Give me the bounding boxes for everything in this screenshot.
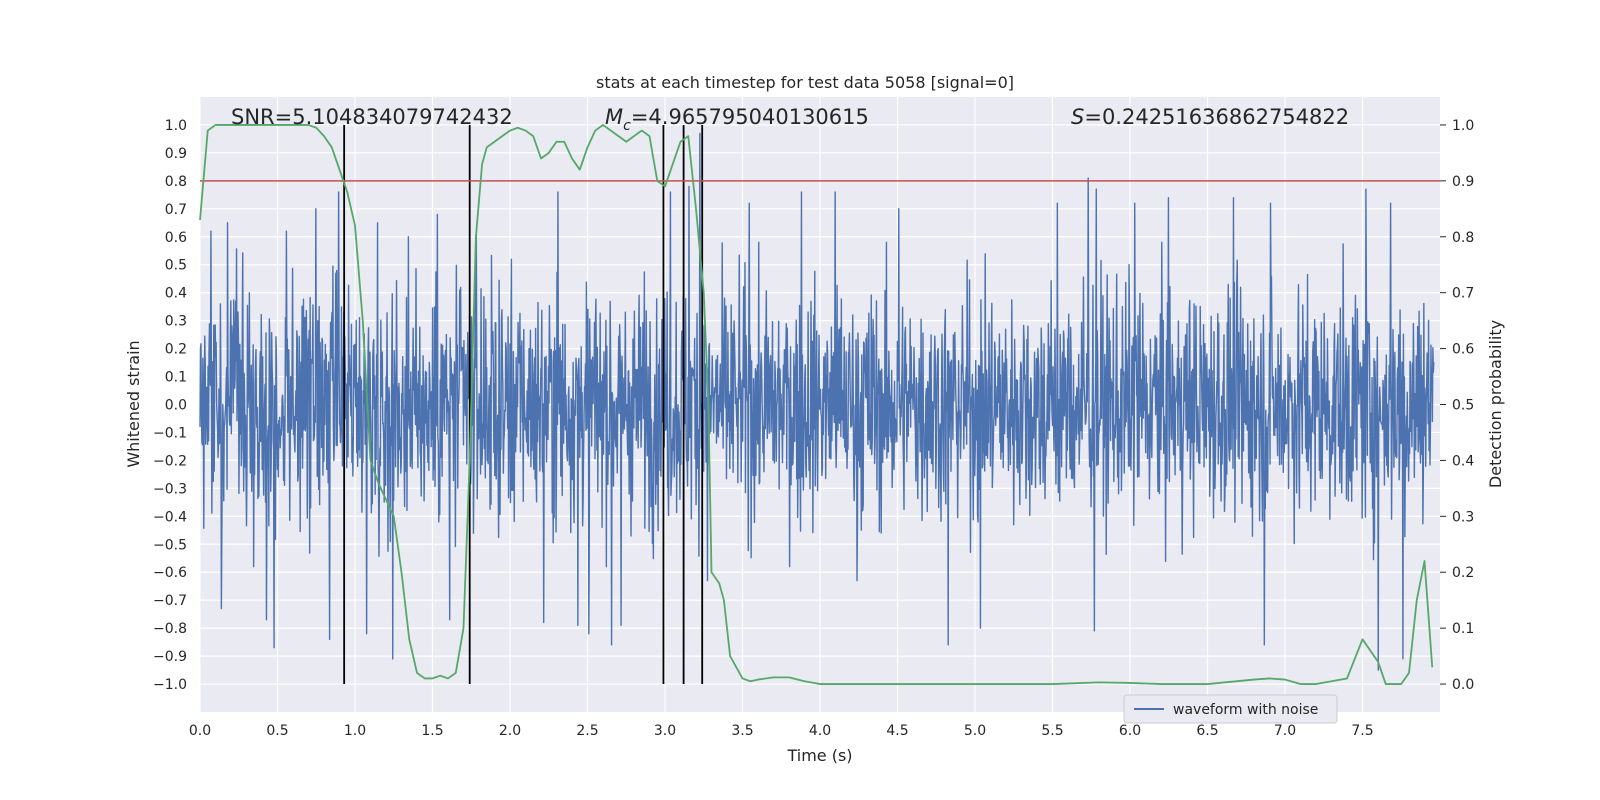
y-left-tick-label: −0.2 (153, 453, 187, 469)
y-axis-left-label: Whitened strain (124, 340, 143, 467)
y-left-tick-label: −0.6 (153, 565, 187, 581)
x-tick-label: 2.5 (576, 723, 598, 739)
legend-entry-waveform: waveform with noise (1173, 702, 1318, 718)
s-symbol: S (1071, 105, 1084, 129)
y-left-tick-label: 0.0 (165, 398, 187, 414)
s-value: =0.24251636862754822 (1084, 105, 1349, 129)
x-axis-label: Time (s) (786, 746, 852, 765)
y-left-tick-label: 0.6 (165, 230, 187, 246)
y-right-tick-label: 0.7 (1452, 286, 1474, 302)
s-annotation: S=0.24251636862754822 (1071, 105, 1349, 129)
y-left-tick-label: 0.4 (165, 286, 187, 302)
waveform-layer (199, 132, 1435, 671)
y-left-tick-label: −0.9 (153, 649, 187, 665)
mc-value: =4.965795040130615 (631, 105, 869, 129)
y-axis-right-ticks: 1.0 0.9 0.8 0.7 0.6 0.5 0.4 0.3 0.2 0.1 0.0 (1440, 118, 1474, 693)
y-right-tick-label: 0.9 (1452, 174, 1474, 190)
y-left-tick-label: −0.1 (153, 425, 187, 441)
y-left-tick-label: −0.5 (153, 537, 187, 553)
y-left-tick-label: 0.5 (165, 258, 187, 274)
y-right-tick-label: 0.0 (1452, 677, 1474, 693)
x-tick-label: 3.0 (654, 723, 676, 739)
waveform-series (199, 132, 1435, 671)
x-tick-label: 2.0 (499, 723, 521, 739)
y-left-tick-label: 0.1 (165, 370, 187, 386)
x-tick-label: 7.0 (1274, 723, 1296, 739)
x-tick-label: 1.5 (421, 723, 443, 739)
legend-box (1123, 694, 1338, 724)
x-tick-label: 7.5 (1351, 723, 1373, 739)
y-left-tick-label: −0.3 (153, 481, 187, 497)
x-tick-label: 6.5 (1196, 723, 1218, 739)
y-left-tick-label: −0.8 (153, 621, 187, 637)
x-tick-label: 5.0 (964, 723, 986, 739)
vertical-lines-layer (343, 124, 704, 685)
y-left-tick-label: −0.7 (153, 593, 187, 609)
y-axis-right-label: Detection probability (1486, 320, 1505, 488)
x-tick-label: 3.5 (731, 723, 753, 739)
x-axis-ticks: 0.0 0.5 1.0 1.5 2.0 2.5 3.0 3.5 4.0 4.5 5.0 5.5 6.0 6… (189, 723, 1374, 739)
x-tick-label: 5.5 (1041, 723, 1063, 739)
x-tick-label: 6.0 (1119, 723, 1141, 739)
y-left-tick-label: −1.0 (153, 677, 187, 693)
probability-layer (199, 124, 1434, 685)
y-right-tick-label: 0.8 (1452, 230, 1474, 246)
y-right-tick-label: 0.2 (1452, 565, 1474, 581)
y-left-tick-label: 0.2 (165, 342, 187, 358)
x-tick-label: 0.5 (266, 723, 288, 739)
snr-annotation: SNR=5.104834079742432 (231, 105, 513, 129)
y-left-tick-label: 0.8 (165, 174, 187, 190)
y-left-tick-label: 1.0 (165, 118, 187, 134)
y-right-tick-label: 0.4 (1452, 453, 1474, 469)
x-tick-label: 1.0 (344, 723, 366, 739)
y-right-tick-label: 0.5 (1452, 398, 1474, 414)
x-tick-label: 0.0 (189, 723, 211, 739)
mc-annotation: Mc=4.965795040130615 (605, 105, 869, 134)
y-left-tick-label: 0.7 (165, 202, 187, 218)
y-right-tick-label: 0.1 (1452, 621, 1474, 637)
y-axis-left-ticks: 1.0 0.9 0.8 0.7 0.6 0.5 0.4 0.3 0.2 0.1 0.0 −0.1 −0.… (153, 118, 187, 693)
x-tick-label: 4.5 (886, 723, 908, 739)
y-left-tick-label: 0.3 (165, 314, 187, 330)
legend: waveform with noise (1123, 694, 1338, 724)
x-tick-label: 4.0 (809, 723, 831, 739)
y-right-tick-label: 0.3 (1452, 509, 1474, 525)
y-left-tick-label: −0.4 (153, 509, 187, 525)
chart-title: stats at each timestep for test data 505… (596, 73, 1014, 92)
mc-symbol: M (605, 105, 623, 129)
y-right-tick-label: 0.6 (1452, 342, 1474, 358)
mc-subscript: c (623, 118, 631, 134)
y-right-tick-label: 1.0 (1452, 118, 1474, 134)
y-left-tick-label: 0.9 (165, 146, 187, 162)
probability-series (199, 124, 1434, 685)
